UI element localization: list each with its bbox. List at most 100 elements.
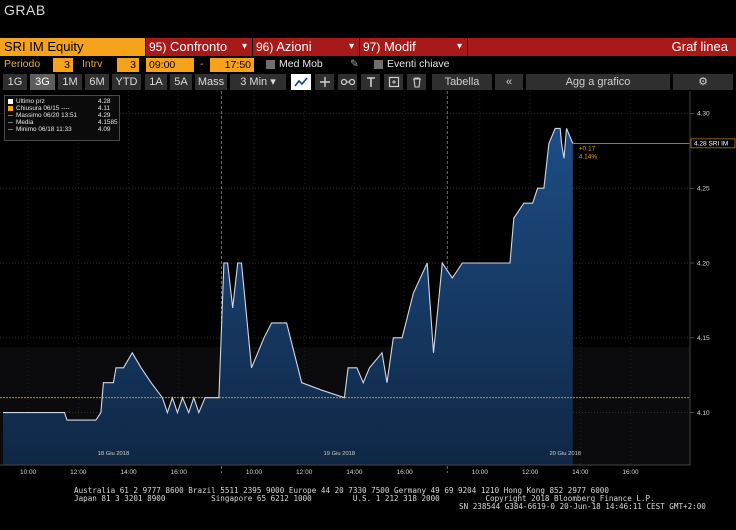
- time-separator: -: [200, 58, 204, 70]
- y-tick-label: 4.10: [697, 410, 710, 417]
- x-tick-label: 16:00: [396, 469, 413, 476]
- legend-swatch: [8, 115, 13, 116]
- annotation-icon[interactable]: [384, 74, 403, 90]
- range-tab-5a[interactable]: 5A: [170, 74, 192, 90]
- day-label: 20 Giu 2018: [549, 451, 581, 457]
- legend-value: 4.29: [98, 112, 111, 119]
- legend-label: Minimo 06/18 11:33: [16, 126, 72, 133]
- start-time-input[interactable]: 09:00: [146, 57, 194, 72]
- legend-swatch: [8, 106, 13, 111]
- delete-drawings-icon[interactable]: [407, 74, 426, 90]
- footer-contacts-line: Australia 61 2 9777 8600 Brazil 5511 239…: [74, 486, 609, 495]
- x-tick-label: 16:00: [622, 469, 639, 476]
- actions-button[interactable]: 96) Azioni ▾: [253, 38, 359, 56]
- command-bar: SRI IM Equity 95) Confronto ▾ 96) Azioni…: [0, 38, 736, 56]
- draw-tool-icon[interactable]: [338, 74, 357, 90]
- pencil-icon[interactable]: ✎: [350, 58, 359, 70]
- add-to-chart-button[interactable]: Agg a grafico: [526, 74, 670, 90]
- change-pct-label: 4.14%: [579, 153, 598, 160]
- x-tick-label: 10:00: [472, 469, 489, 476]
- range-tab-1g[interactable]: 1G: [3, 74, 27, 90]
- edit-button-number: 97): [363, 40, 381, 54]
- price-chart[interactable]: 4.10 4.15 4.20 4.25 4.30 10:00 12:00 14:00 16:0…: [0, 91, 736, 486]
- end-time-input[interactable]: 17:50: [210, 57, 254, 72]
- legend-item: Media 4.1585: [8, 119, 118, 126]
- x-tick-label: 14:00: [346, 469, 363, 476]
- range-tab-1m[interactable]: 1M: [58, 74, 82, 90]
- legend-label: Chiusura 06/15 ----: [16, 105, 70, 112]
- range-tab-max[interactable]: Mass: [195, 74, 227, 90]
- day-labels: 18 Giu 2018 19 Giu 2018 20 Giu 2018: [98, 451, 581, 457]
- footer-contacts-line-2: Japan 81 3 3201 8900 Singapore 65 6212 1…: [74, 494, 655, 503]
- price-line: [3, 127, 574, 421]
- interval-dropdown[interactable]: 3 Min ▾: [230, 74, 286, 90]
- period-label: Periodo: [4, 58, 41, 70]
- text-tool-icon[interactable]: [361, 74, 380, 90]
- chart-type-button[interactable]: Graf linea: [468, 38, 736, 56]
- y-tick-label: 4.15: [697, 335, 710, 342]
- moving-avg-label: Med Mob: [279, 58, 323, 70]
- y-ticks: 4.10 4.15 4.20 4.25 4.30: [690, 111, 710, 417]
- legend-label: Media: [16, 119, 34, 126]
- chevron-down-icon: ▾: [456, 41, 462, 52]
- x-ticks: 10:00 12:00 14:00 16:00 10:00 12:00 14:00 16:00…: [20, 469, 639, 476]
- x-tick-label: 14:00: [572, 469, 589, 476]
- line-tool-icon[interactable]: [291, 74, 311, 90]
- x-tick-label: 10:00: [20, 469, 37, 476]
- legend-item: Minimo 06/18 11:33 4.09: [8, 126, 116, 133]
- range-row: 1G 3G 1M 6M YTD 1A 5A Mass 3 Min ▾ Tabel…: [0, 74, 736, 90]
- legend-label: Ultimo prz: [16, 98, 45, 105]
- moving-avg-checkbox[interactable]: [266, 60, 275, 69]
- y-tick-label: 4.20: [697, 260, 710, 267]
- settings-row: Periodo 3 Intrv 3 09:00 - 17:50 Med Mob …: [0, 57, 736, 72]
- table-button[interactable]: Tabella: [432, 74, 492, 90]
- x-tick-label: 16:00: [171, 469, 188, 476]
- day-label: 19 Giu 2018: [324, 451, 356, 457]
- edit-button-label: Modif: [383, 39, 416, 54]
- chevron-down-icon: ▾: [348, 41, 354, 52]
- footer-session-line: SN 238544 G384-6619-0 20-Jun-18 14:46:11…: [459, 502, 706, 511]
- chart-legend: Ultimo prz 4.28 Chiusura 06/15 ---- 4.11…: [4, 95, 120, 141]
- compare-button-label: Confronto: [169, 39, 228, 54]
- edit-button[interactable]: 97) Modif ▾: [360, 38, 467, 56]
- change-label: +0.17: [579, 145, 596, 152]
- x-tick-label: 12:00: [522, 469, 539, 476]
- x-tick-label: 10:00: [246, 469, 263, 476]
- window-title: GRAB: [4, 2, 46, 18]
- legend-item: Ultimo prz 4.28: [8, 98, 116, 105]
- range-tab-3g[interactable]: 3G: [30, 74, 55, 90]
- key-events-checkbox[interactable]: [374, 60, 383, 69]
- interval-label: Intrv: [82, 58, 103, 70]
- legend-label: Massimo 06/20 13:51: [16, 112, 78, 119]
- actions-button-label: Azioni: [276, 39, 312, 54]
- range-tab-1a[interactable]: 1A: [145, 74, 167, 90]
- last-price-label: 4.28 SRI IM: [694, 141, 728, 148]
- key-events-label: Eventi chiave: [387, 58, 450, 70]
- range-tab-6m[interactable]: 6M: [85, 74, 109, 90]
- legend-swatch: [8, 129, 13, 130]
- add-to-chart-label: Agg a grafico: [565, 76, 631, 88]
- x-tick-label: 14:00: [120, 469, 137, 476]
- legend-value: 4.11: [98, 105, 110, 112]
- chevron-down-icon: ▾: [241, 41, 247, 52]
- legend-swatch: [8, 122, 13, 123]
- range-tab-ytd[interactable]: YTD: [112, 74, 141, 90]
- legend-value: 4.1585: [98, 119, 118, 126]
- day-label: 18 Giu 2018: [98, 451, 130, 457]
- compare-button[interactable]: 95) Confronto ▾: [146, 38, 252, 56]
- gear-icon[interactable]: ⚙: [673, 74, 733, 90]
- y-tick-label: 4.25: [697, 186, 710, 193]
- compare-button-number: 95): [149, 40, 167, 54]
- crosshair-icon[interactable]: [315, 74, 334, 90]
- legend-value: 4.28: [98, 98, 111, 105]
- ticker-field[interactable]: SRI IM Equity: [0, 38, 145, 56]
- period-input[interactable]: 3: [53, 57, 73, 72]
- actions-button-number: 96): [256, 40, 274, 54]
- y-tick-label: 4.30: [697, 111, 710, 118]
- collapse-icon[interactable]: «: [495, 74, 523, 90]
- interval-input[interactable]: 3: [117, 57, 139, 72]
- x-tick-label: 12:00: [296, 469, 313, 476]
- price-area: [3, 128, 573, 465]
- x-tick-label: 12:00: [70, 469, 87, 476]
- legend-value: 4.09: [98, 126, 111, 133]
